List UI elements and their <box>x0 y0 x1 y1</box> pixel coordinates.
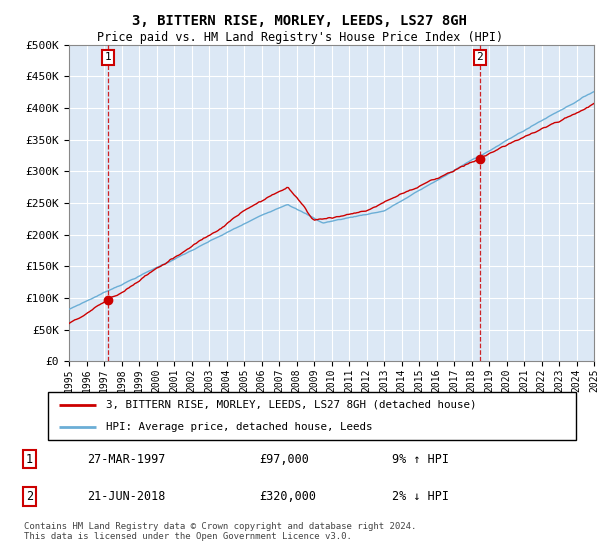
Text: £97,000: £97,000 <box>260 452 310 465</box>
Text: 21-JUN-2018: 21-JUN-2018 <box>87 491 165 503</box>
Text: 3, BITTERN RISE, MORLEY, LEEDS, LS27 8GH: 3, BITTERN RISE, MORLEY, LEEDS, LS27 8GH <box>133 14 467 28</box>
Text: 2% ↓ HPI: 2% ↓ HPI <box>392 491 449 503</box>
Text: 1: 1 <box>104 53 112 63</box>
Text: Contains HM Land Registry data © Crown copyright and database right 2024.
This d: Contains HM Land Registry data © Crown c… <box>24 522 416 542</box>
Text: 27-MAR-1997: 27-MAR-1997 <box>87 452 165 465</box>
Text: 2: 2 <box>26 491 33 503</box>
Text: HPI: Average price, detached house, Leeds: HPI: Average price, detached house, Leed… <box>106 422 373 432</box>
Text: 2: 2 <box>476 53 483 63</box>
Text: 9% ↑ HPI: 9% ↑ HPI <box>392 452 449 465</box>
Text: Price paid vs. HM Land Registry's House Price Index (HPI): Price paid vs. HM Land Registry's House … <box>97 31 503 44</box>
Text: £320,000: £320,000 <box>260 491 317 503</box>
Text: 3, BITTERN RISE, MORLEY, LEEDS, LS27 8GH (detached house): 3, BITTERN RISE, MORLEY, LEEDS, LS27 8GH… <box>106 400 476 410</box>
Text: 1: 1 <box>26 452 33 465</box>
